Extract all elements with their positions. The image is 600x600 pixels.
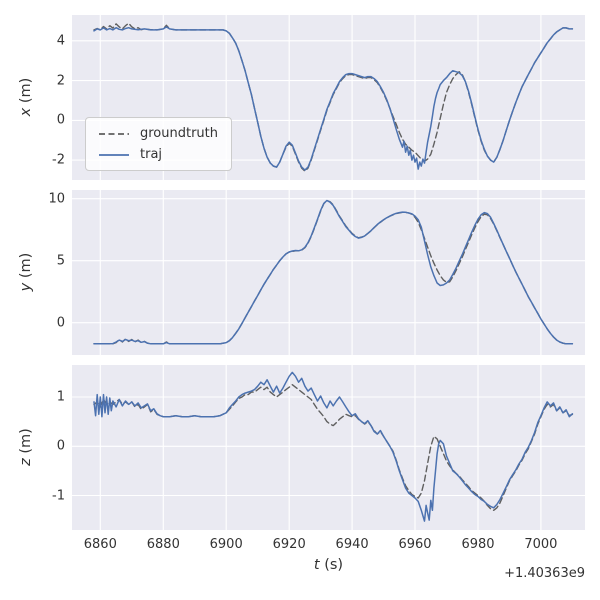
traj-line-sample-icon: [99, 153, 129, 156]
legend-label-traj: traj: [140, 147, 163, 162]
x-plot-canvas: [72, 15, 585, 180]
z-axis-ylabel: z (m): [18, 428, 34, 466]
y-tick-label: 1: [56, 389, 65, 405]
ylabel-var-y: y: [18, 282, 34, 292]
x-tick-label: 6980: [461, 537, 495, 552]
subplot-x: -2 0 2 4 groundtruth traj: [52, 15, 585, 180]
x-tick-label: 6960: [398, 537, 432, 552]
y-tick-label: 0: [56, 112, 65, 128]
legend-item-groundtruth: groundtruth: [99, 127, 218, 140]
subplot-y: 0 5 10: [48, 190, 585, 355]
legend: groundtruth traj: [85, 117, 233, 171]
subplot-z: -1 0 1: [52, 365, 585, 530]
y-plot-canvas: [72, 190, 585, 355]
ylabel-unit-z: (m): [18, 428, 34, 459]
legend-item-traj: traj: [99, 148, 218, 161]
y-tick-label: 2: [56, 73, 65, 89]
z-plot-canvas: [72, 365, 585, 530]
xlabel-var: t: [313, 557, 320, 573]
ylabel-unit-y: (m): [18, 252, 34, 283]
y-tick-label: 4: [56, 33, 65, 49]
x-tick-label: 6940: [335, 537, 369, 552]
y-axis-ylabel: y (m): [18, 253, 34, 292]
y-tick-label: 10: [48, 191, 65, 207]
y-tick-label: -2: [52, 152, 65, 168]
x-axis-ylabel: x (m): [18, 78, 34, 117]
x-tick-labels: 6860 6880 6900 6920 6940 6960 6980 7000: [72, 537, 585, 553]
ylabel-unit-x: (m): [18, 77, 34, 108]
y-tick-label: 5: [56, 253, 65, 269]
x-tick-label: 6900: [209, 537, 243, 552]
x-tick-label: 6860: [83, 537, 117, 552]
y-tick-label: 0: [56, 315, 65, 331]
groundtruth-line-sample-icon: [99, 132, 129, 135]
x-tick-label: 7000: [524, 537, 558, 552]
legend-label-groundtruth: groundtruth: [140, 126, 219, 141]
ylabel-var-z: z: [18, 458, 34, 466]
y-tick-label: -1: [52, 488, 65, 503]
ylabel-var-x: x: [18, 107, 34, 117]
xlabel-unit: (s): [319, 557, 344, 573]
y-tick-label: 0: [56, 438, 65, 454]
x-axis-label: t (s): [72, 557, 585, 573]
x-tick-label: 6920: [272, 537, 306, 552]
x-tick-label: 6880: [146, 537, 180, 552]
x-axis-offset-text: +1.40363e9: [504, 566, 585, 581]
